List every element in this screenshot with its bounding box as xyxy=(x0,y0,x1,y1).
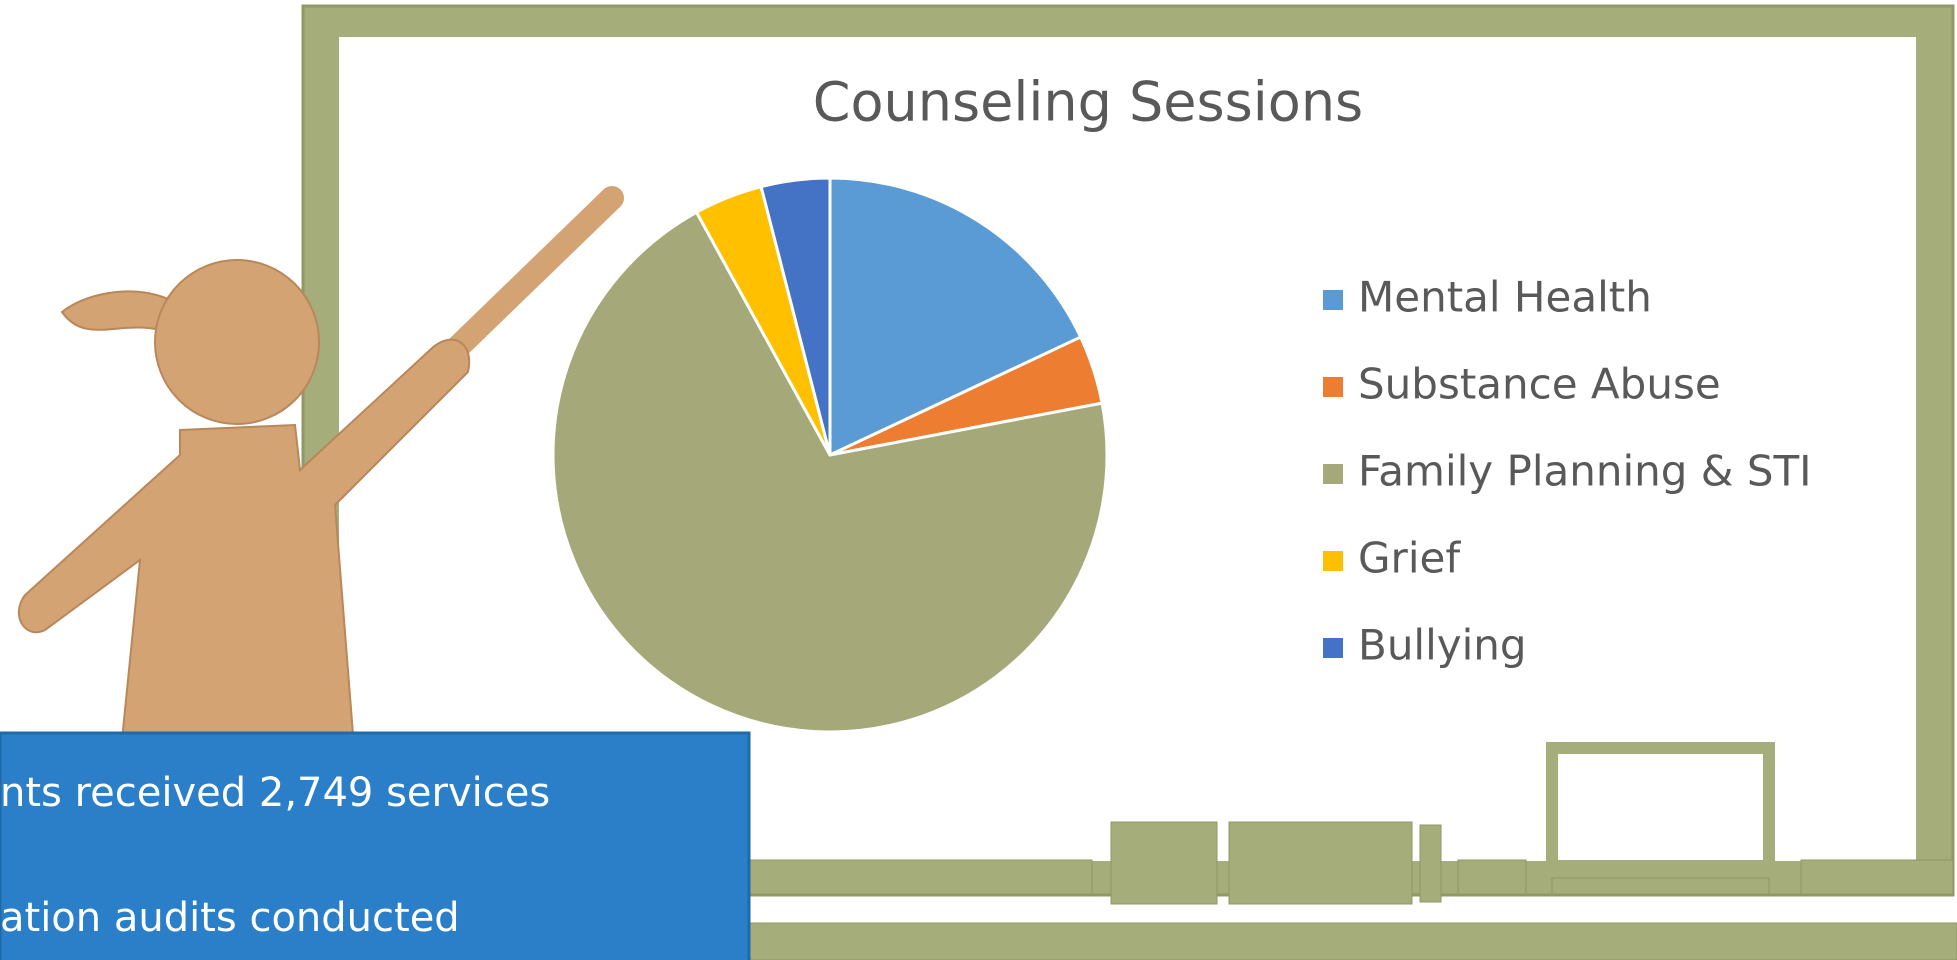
legend-label: Substance Abuse xyxy=(1358,360,1721,409)
callout-text: nts received 2,749 services xyxy=(0,770,550,816)
legend: Mental Health Substance Abuse Family Plann… xyxy=(1323,273,1812,670)
eraser xyxy=(1228,821,1413,905)
legend-swatch xyxy=(1323,551,1343,571)
legend-swatch xyxy=(1323,377,1343,397)
legend-swatch xyxy=(1323,464,1343,484)
pie xyxy=(551,176,1109,734)
pie-slice xyxy=(828,176,1083,458)
pie-slice xyxy=(759,176,832,456)
legend-swatch xyxy=(1323,638,1343,658)
legend-label: Family Planning & STI xyxy=(1358,447,1812,496)
tray xyxy=(1800,859,1954,895)
legend-label: Bullying xyxy=(1358,621,1527,670)
screen xyxy=(1546,742,1775,872)
tray xyxy=(723,859,1093,895)
teacher-figure xyxy=(18,186,624,761)
chart-title: Counseling Sessions xyxy=(813,71,1363,134)
legend-label: Grief xyxy=(1358,534,1461,583)
callout-box xyxy=(0,731,751,960)
rail xyxy=(723,922,1957,960)
legend-swatch xyxy=(1323,290,1343,310)
chalk xyxy=(1419,824,1442,903)
legend-label: Mental Health xyxy=(1358,273,1652,322)
chalk xyxy=(1457,859,1527,895)
callout-text: ation audits conducted xyxy=(0,895,460,941)
pie-slice xyxy=(551,210,1109,734)
eraser xyxy=(1110,821,1218,905)
keyboard xyxy=(1551,877,1770,895)
